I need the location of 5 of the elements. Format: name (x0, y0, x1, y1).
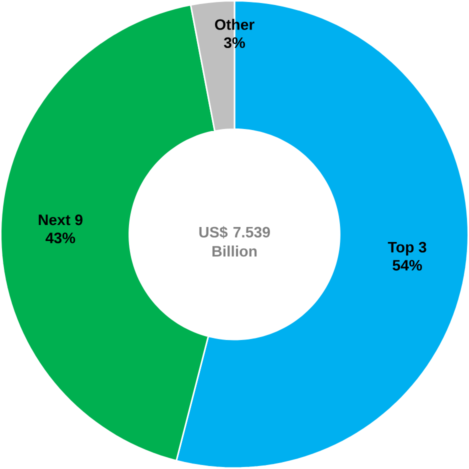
text: US$ 7.539 Billion (199, 226, 270, 257)
slice-label: Top 3 (388, 242, 426, 256)
data-label: 43% (46, 232, 76, 244)
slice-label: Next 9 (38, 214, 82, 226)
data-label: 54% (392, 260, 422, 271)
